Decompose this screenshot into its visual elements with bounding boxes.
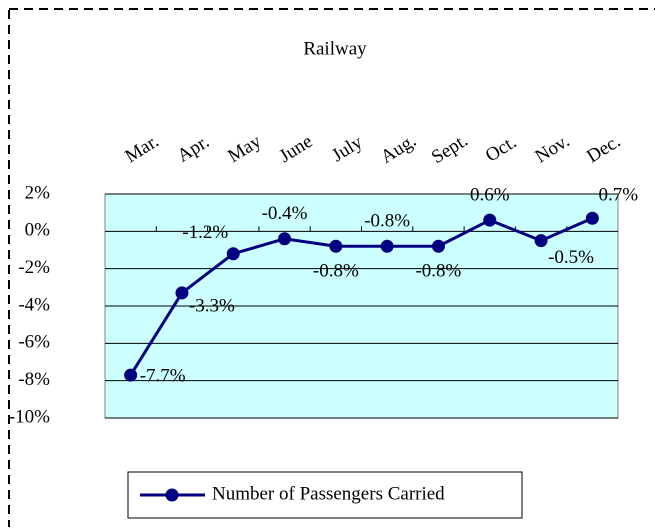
x-tick-label: Mar. <box>121 131 162 168</box>
y-tick-label: -4% <box>18 294 50 315</box>
data-label: -7.7% <box>140 365 186 386</box>
data-point <box>124 368 138 382</box>
x-tick-label: Apr. <box>174 131 213 166</box>
data-point <box>483 213 497 227</box>
data-point <box>329 239 343 253</box>
data-label: -0.5% <box>548 247 594 268</box>
y-tick-label: -2% <box>18 257 50 278</box>
data-point <box>175 286 189 300</box>
x-tick-label: Aug. <box>377 130 420 168</box>
x-tick-label: June <box>276 131 317 167</box>
data-label: 0.6% <box>470 184 510 205</box>
data-label: -0.8% <box>364 211 410 232</box>
x-tick-label: Dec. <box>583 131 624 168</box>
x-tick-label: July <box>328 131 366 166</box>
data-point <box>534 234 548 248</box>
data-point <box>585 211 599 225</box>
x-tick-label: May <box>224 131 265 168</box>
data-label: -0.4% <box>262 203 308 224</box>
data-point <box>431 239 445 253</box>
data-line <box>129 216 593 376</box>
y-tick-label: 2% <box>25 182 51 203</box>
data-label: -1.2% <box>182 222 228 243</box>
y-tick-label: -8% <box>18 369 50 390</box>
data-label: -3.3% <box>189 295 235 316</box>
data-label: -0.8% <box>313 261 359 282</box>
x-tick-label: Sept. <box>428 130 472 168</box>
y-tick-label: -10% <box>9 406 50 427</box>
data-point <box>278 232 292 246</box>
chart-title: Railway <box>303 38 367 59</box>
legend-marker <box>165 488 179 502</box>
data-label: 0.7% <box>599 185 639 206</box>
data-point <box>380 239 394 253</box>
data-label: -0.8% <box>415 261 461 282</box>
x-tick-label: Nov. <box>532 131 574 168</box>
x-tick-label: Oct. <box>482 132 520 167</box>
data-point <box>226 247 240 261</box>
y-tick-label: 0% <box>25 220 51 241</box>
y-tick-label: -6% <box>18 332 50 353</box>
chart-border <box>8 8 655 532</box>
legend-label: Number of Passengers Carried <box>212 483 445 504</box>
